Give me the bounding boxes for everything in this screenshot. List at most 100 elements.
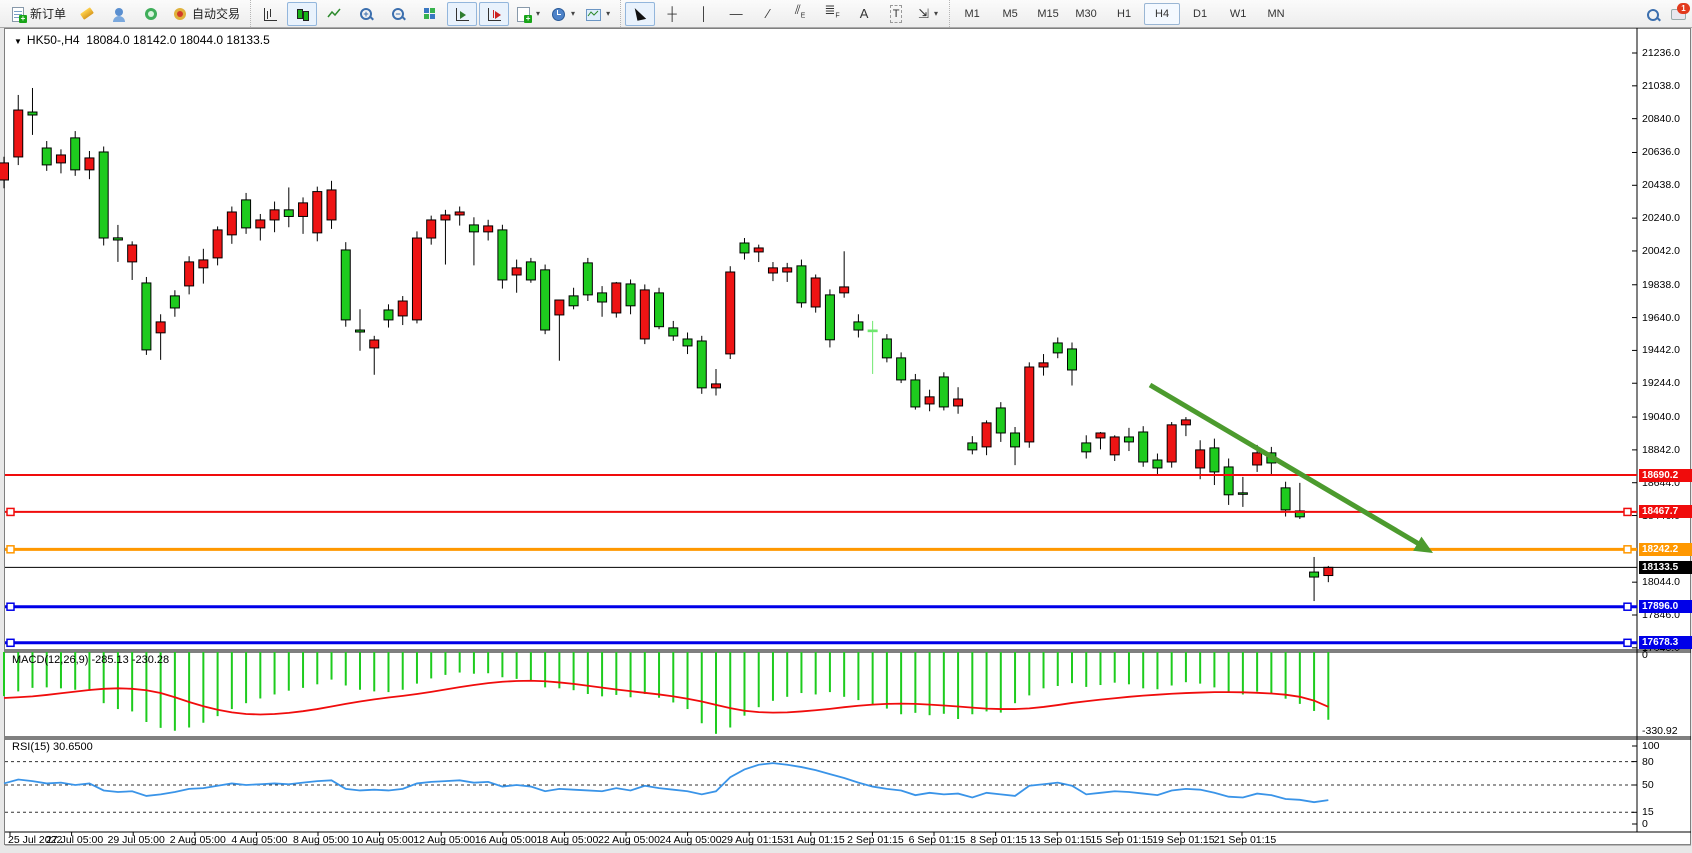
price-axis-tick-label: 20636.0 [1642,146,1680,159]
trendline-icon: ∕ [766,5,770,21]
vertical-line-icon: │ [700,5,709,21]
text-tool-button[interactable]: A [849,2,879,26]
timeframe-button-h1[interactable]: H1 [1117,7,1132,20]
time-axis-label[interactable]: 25 Jul 2022 [8,834,63,846]
arrows-icon: ⇲ [918,5,930,21]
time-axis-label[interactable]: 2 Aug 05:00 [169,834,226,846]
time-axis-label[interactable]: 21 Sep 01:15 [1213,834,1277,846]
time-axis-label[interactable]: 6 Sep 01:15 [908,834,966,846]
chat-icon[interactable]: 1 [1670,2,1690,22]
time-axis-label[interactable]: 18 Aug 05:00 [536,834,599,846]
macd-axis-max-label: 0 [1642,648,1648,661]
signals-icon [143,6,159,22]
rsi-axis-tick-label: 100 [1642,740,1660,752]
price-line-label: 18690.2 [1639,468,1692,482]
drawing-tools-group: ┼ │ — ∕ ⫽E ≣F A T ⇲ ▾ [620,0,947,27]
label-tool-button[interactable]: T [881,2,911,26]
new-order-icon: + [10,6,27,23]
chart-type-group: + − + ▾ ▾ ▾ [250,0,618,27]
candlestick-button[interactable] [287,1,318,26]
time-axis-label[interactable]: 8 Sep 01:15 [970,834,1027,846]
vertical-line-tool-button[interactable]: │ [689,2,719,26]
time-axis-label[interactable]: 15 Sep 01:15 [1090,834,1154,846]
tile-windows-icon [422,6,438,22]
price-line-label: 18242.2 [1639,542,1692,556]
toolbar-right: 1 [1644,0,1690,27]
crosshair-tool-button[interactable]: ┼ [657,2,687,26]
templates-dropdown[interactable]: ▾ [581,2,614,26]
line-chart-button[interactable] [319,2,349,26]
time-axis-label[interactable]: 24 Aug 05:00 [659,834,722,846]
bar-chart-button[interactable] [255,2,285,26]
new-order-button[interactable]: + 新订单 [6,2,70,26]
price-axis-tick-label: 19040.0 [1642,411,1680,424]
price-axis-tick-label: 19244.0 [1642,377,1680,390]
equidistant-channel-icon: ⫽E [794,2,806,20]
time-axis-label[interactable]: 16 Aug 05:00 [474,834,537,846]
rsi-label: RSI(15) 30.6500 [12,741,93,753]
trade-group: + 新订单 自动交易 [2,0,248,27]
new-order-label: 新订单 [30,7,67,21]
timeframe-button-m1[interactable]: M1 [964,7,980,20]
chart-shift-button[interactable] [479,1,510,26]
chevron-down-icon: ▾ [536,9,541,18]
styler-button[interactable] [72,2,102,26]
time-axis-label[interactable]: 10 Aug 05:00 [351,834,414,846]
zoom-in-icon: + [358,6,374,22]
timeframe-button-m5[interactable]: M5 [1002,7,1018,20]
time-axis-label[interactable]: 13 Sep 01:15 [1028,834,1092,846]
fibonacci-tool-button[interactable]: ≣F [817,2,847,26]
time-axis-label[interactable]: 29 Jul 05:00 [107,834,165,846]
autotrade-button[interactable]: 自动交易 [168,2,244,26]
time-axis-label[interactable]: 19 Sep 01:15 [1152,834,1215,846]
indicators-dropdown[interactable]: + ▾ [511,2,544,26]
chart-ohlc-values: 18084.0 18142.0 18044.0 18133.5 [86,33,270,47]
line-chart-icon [326,6,342,22]
chevron-down-icon: ▾ [606,9,611,18]
signals-button[interactable] [136,2,166,26]
periods-dropdown[interactable]: ▾ [546,2,579,26]
price-axis-tick-label: 21038.0 [1642,79,1680,92]
auto-scroll-button[interactable] [447,1,478,26]
time-axis-label[interactable]: 31 Aug 01:15 [782,834,845,846]
timeframe-button-h4[interactable]: H4 [1144,2,1181,25]
timeframe-button-m15[interactable]: M15 [1037,7,1059,20]
candlestick-icon [294,6,310,22]
time-axis-label[interactable]: 12 Aug 05:00 [413,834,476,846]
chart-window[interactable] [4,28,1691,845]
tile-windows-button[interactable] [415,2,445,26]
chart-symbol-period: HK50-,H4 [26,33,80,47]
price-axis-tick-label: 20840.0 [1642,112,1680,125]
zoom-in-button[interactable]: + [351,2,381,26]
price-axis-tick-label: 20240.0 [1642,212,1680,225]
horizontal-line-tool-button[interactable]: — [721,2,751,26]
timeframe-button-m30[interactable]: M30 [1075,7,1097,20]
rsi-axis-tick-label: 0 [1642,818,1648,830]
price-line-label: 17896.0 [1639,600,1692,614]
zoom-out-button[interactable]: − [383,2,413,26]
time-axis-label[interactable]: 8 Aug 05:00 [292,834,350,846]
price-line-label: 18467.7 [1639,505,1692,519]
time-axis-label[interactable]: 22 Aug 05:00 [598,834,660,846]
chevron-down-icon: ▾ [571,9,576,18]
collapse-triangle-icon[interactable]: ▼ [14,37,22,46]
time-axis-label[interactable]: 2 Sep 01:15 [847,834,904,846]
chevron-down-icon: ▾ [934,9,939,18]
cursor-tool-button[interactable] [625,1,656,26]
price-axis-tick-label: 18044.0 [1642,576,1680,589]
timeframe-button-mn[interactable]: MN [1267,7,1285,20]
price-axis-tick-label: 20438.0 [1642,179,1680,192]
trendline-tool-button[interactable]: ∕ [753,2,783,26]
timeframe-button-d1[interactable]: D1 [1193,7,1208,20]
community-button[interactable] [104,2,134,26]
time-axis-label[interactable]: 4 Aug 05:00 [231,834,288,846]
fibonacci-icon: ≣F [824,2,840,20]
arrows-dropdown[interactable]: ⇲ ▾ [913,2,943,26]
channel-tool-button[interactable]: ⫽E [785,2,815,26]
time-axis-label[interactable]: 29 Aug 01:15 [721,834,784,846]
timeframe-button-w1[interactable]: W1 [1229,7,1247,20]
crayon-icon [79,6,95,22]
time-axis-label[interactable]: 27 Jul 05:00 [45,834,104,846]
search-icon[interactable] [1644,6,1660,22]
autotrade-icon [172,6,188,22]
